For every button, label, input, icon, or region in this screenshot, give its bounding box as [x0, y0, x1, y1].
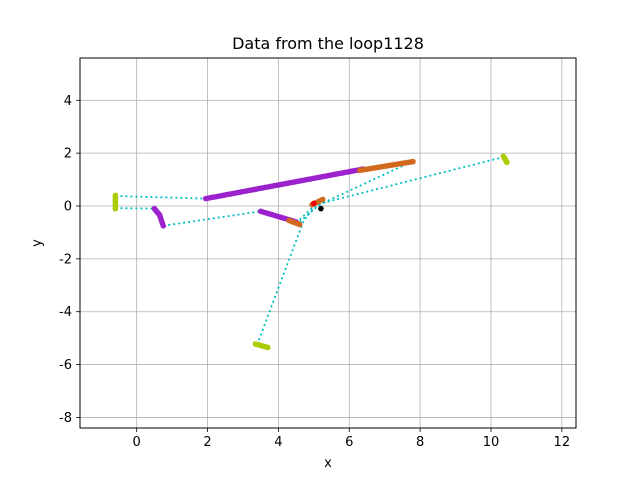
x-tick-label: 12 [554, 435, 571, 450]
y-tick-label: -2 [59, 252, 72, 267]
orange-data-point [296, 221, 303, 228]
trajectory-path [115, 195, 206, 200]
y-axis-label: y [30, 239, 45, 247]
olive-data-point [265, 344, 271, 351]
trajectory-path [295, 205, 315, 224]
x-tick-label: 4 [274, 435, 282, 450]
trajectory-path [163, 210, 261, 227]
x-axis-label: x [324, 456, 332, 471]
y-tick-label: -6 [59, 358, 72, 373]
magenta-data-point [160, 223, 167, 229]
x-tick-label: 10 [483, 435, 500, 450]
plot-area-frame [79, 57, 577, 429]
dotted-paths [115, 156, 504, 346]
x-tick-label: 2 [203, 435, 211, 450]
chart-title: Data from the loop1128 [232, 34, 424, 53]
data-points [112, 153, 510, 351]
trajectory-path [115, 207, 155, 210]
olive-data-point [504, 159, 510, 166]
y-tick-label: 4 [64, 94, 72, 109]
x-tick-label: 8 [416, 435, 424, 450]
x-tick-label: 0 [133, 435, 141, 450]
olive-data-point [112, 205, 119, 212]
orange-data-point [319, 196, 326, 203]
x-tick-label: 6 [345, 435, 353, 450]
y-tick-label: -4 [59, 305, 72, 320]
y-tick-label: 2 [64, 147, 72, 162]
axis-ticks: 0 2 4 6 8 10 12 -8 -6 -4 -2 0 2 4 [59, 94, 570, 450]
black-data-point [318, 205, 324, 212]
grid-lines [80, 58, 576, 428]
y-tick-label: 0 [64, 200, 72, 215]
red-data-point [311, 200, 317, 207]
y-tick-label: -8 [59, 411, 72, 426]
orange-data-point [410, 158, 416, 165]
